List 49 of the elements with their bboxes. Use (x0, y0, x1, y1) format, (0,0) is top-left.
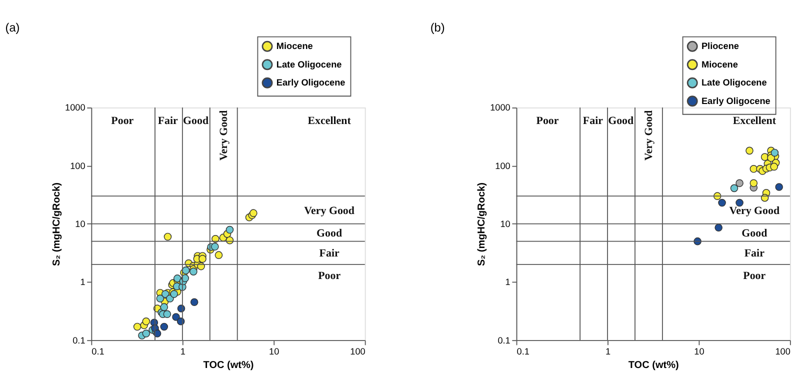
annotation: Excellent (308, 114, 352, 127)
annotation: Poor (743, 270, 766, 282)
y-tick-label: 10 (75, 219, 86, 230)
y-tick-label: 1000 (65, 102, 86, 113)
legend-label: Pliocene (701, 41, 739, 52)
annotation: Poor (318, 270, 341, 282)
y-tick-label: 100 (495, 160, 510, 171)
annotation: Good (182, 114, 209, 127)
annotation: Good (608, 114, 634, 127)
annotation: Poor (111, 114, 134, 127)
x-tick-label: 10 (269, 346, 280, 356)
annotation: Very Good (643, 110, 656, 161)
annotation: Good (316, 228, 342, 240)
y-tick-label: 1000 (490, 102, 510, 113)
x-tick-label: 1 (180, 346, 186, 356)
x-tick-label: 1 (605, 346, 611, 356)
legend-label: Early Oligocene (701, 96, 770, 106)
y-tick-label: 100 (70, 160, 86, 171)
y-tick-label: 10 (500, 219, 510, 230)
x-tick-label: 0.1 (516, 346, 530, 356)
y-axis-title: S₂ (mgHC/gRock) (52, 182, 63, 266)
annotation: Fair (158, 114, 178, 127)
annotation: Good (742, 228, 768, 240)
legend-label: Miocene (276, 41, 313, 52)
annotation: Very Good (729, 204, 780, 217)
chart-title: (a) (5, 20, 20, 34)
y-tick-label: 1 (80, 277, 86, 288)
y-tick-label: 0.1 (498, 335, 510, 346)
annotation: Very Good (304, 204, 354, 217)
x-axis-title: TOC (wt%) (203, 360, 254, 371)
x-tick-label: 0.1 (92, 346, 104, 356)
x-axis-title: TOC (wt%) (628, 360, 679, 371)
y-axis-title: S₂ (mgHC/gRock) (476, 182, 488, 266)
annotation: Excellent (732, 114, 776, 127)
y-tick-label: 1 (505, 277, 510, 288)
legend-label: Late Oligocene (276, 59, 342, 70)
x-tick-label: 10 (694, 346, 704, 356)
annotation: Fair (319, 247, 340, 260)
legend-label: Late Oligocene (701, 78, 767, 88)
annotation: Poor (536, 114, 559, 127)
annotation: Fair (582, 114, 604, 127)
x-tick-label: 100 (775, 346, 790, 356)
annotation: Very Good (218, 110, 230, 161)
x-tick-label: 100 (350, 346, 366, 356)
chart-title: (b) (430, 20, 445, 34)
y-tick-label: 0.1 (72, 335, 86, 346)
legend-label: Miocene (701, 59, 738, 70)
legend-label: Early Oligocene (276, 78, 346, 88)
annotation: Fair (744, 247, 765, 260)
